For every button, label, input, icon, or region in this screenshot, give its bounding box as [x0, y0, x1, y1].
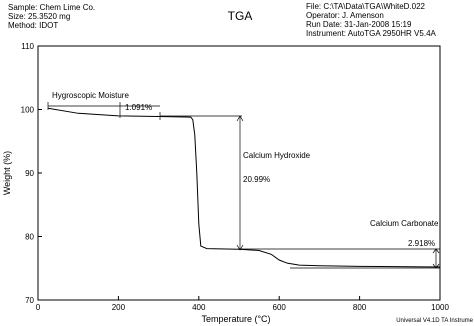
annotation: 2.918% — [408, 239, 435, 248]
annotation: 20.99% — [243, 175, 270, 184]
x-tick-label: 200 — [112, 303, 126, 312]
footer: Universal V4.1D TA Instrume — [396, 318, 473, 324]
header-left: Sample: Chem Lime Co. — [8, 3, 95, 12]
y-tick-label: 80 — [25, 233, 34, 242]
annotation: Hygroscopic Moisture — [52, 91, 129, 100]
header-right: Run Date: 31-Jan-2008 15:19 — [306, 20, 412, 29]
x-tick-label: 400 — [192, 303, 206, 312]
y-tick-label: 70 — [25, 296, 34, 305]
y-tick-label: 110 — [21, 42, 34, 51]
x-tick-label: 600 — [273, 303, 287, 312]
header-right: Instrument: AutoTGA 2950HR V5.4A — [306, 29, 437, 38]
y-tick-label: 100 — [21, 106, 35, 115]
x-tick-label: 1000 — [431, 303, 449, 312]
header-right: Operator: J. Amenson — [306, 11, 384, 20]
x-axis-label: Temperature (°C) — [201, 314, 270, 324]
y-axis-label: Weight (%) — [2, 151, 12, 195]
annotation: 1.091% — [125, 103, 152, 112]
chart-title: TGA — [228, 9, 253, 23]
header-right: File: C:\TA\Data\TGA\WhiteD.022 — [306, 2, 426, 11]
annotation-lines — [47, 102, 440, 269]
data-line — [47, 107, 441, 268]
annotation: Calcium Carbonate — [370, 219, 439, 228]
header-left: Method: IDOT — [8, 21, 58, 30]
plot-frame — [37, 45, 441, 301]
x-tick-label: 0 — [36, 303, 41, 312]
x-tick-label: 800 — [353, 303, 367, 312]
y-tick-label: 90 — [25, 169, 34, 178]
annotation: Calcium Hydroxide — [243, 151, 311, 160]
header-left: Size: 25.3520 mg — [8, 12, 70, 21]
